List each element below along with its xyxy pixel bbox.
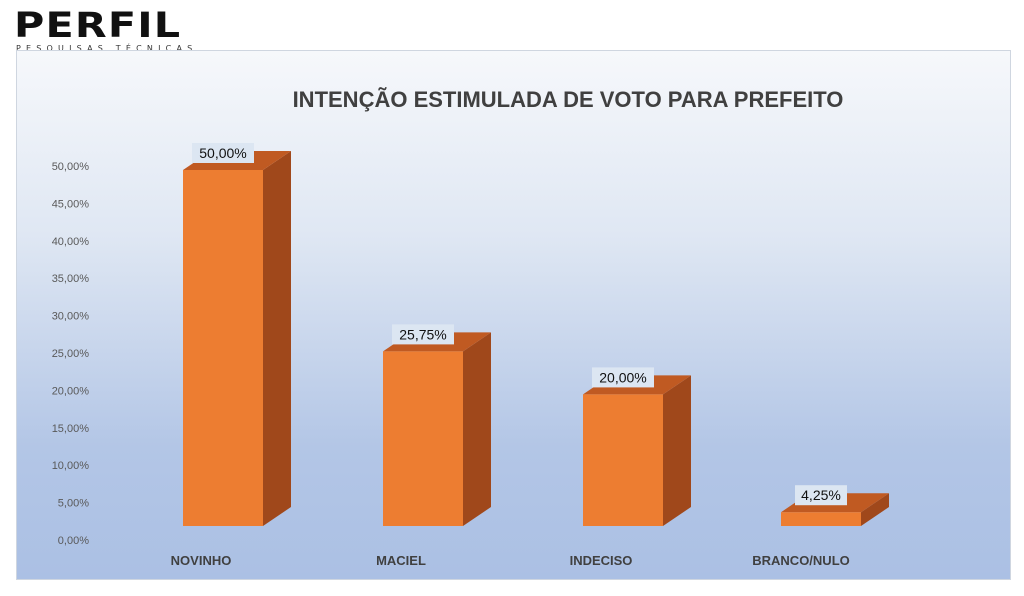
bar-front <box>583 394 663 526</box>
y-tick-label: 40,00% <box>52 236 90 248</box>
y-tick-label: 20,00% <box>52 385 90 397</box>
bar-side <box>663 375 691 526</box>
data-label-box <box>795 485 847 506</box>
bar-front <box>781 512 861 526</box>
y-tick-label: 15,00% <box>52 423 90 435</box>
data-label: 4,25% <box>801 487 841 503</box>
bar: 25,75% <box>383 324 491 526</box>
category-label: BRANCO/NULO <box>752 553 850 568</box>
bar: 20,00% <box>583 367 691 526</box>
y-tick-label: 30,00% <box>52 311 90 323</box>
y-tick-label: 35,00% <box>52 273 90 285</box>
y-tick-label: 45,00% <box>52 198 90 210</box>
bar-side <box>463 332 491 526</box>
bar: 4,25% <box>781 485 889 526</box>
y-tick-label: 10,00% <box>52 460 90 472</box>
data-label-box <box>592 367 654 388</box>
chart-title: INTENÇÃO ESTIMULADA DE VOTO PARA PREFEIT… <box>293 87 844 112</box>
y-tick-label: 5,00% <box>58 498 89 510</box>
perfil-logo: PERFIL PESQUISAS TÉCNICAS <box>14 6 224 53</box>
logo-wordmark: PERFIL <box>14 6 182 46</box>
bar: 50,00% <box>183 143 291 526</box>
data-label: 20,00% <box>599 369 646 385</box>
category-label: INDECISO <box>570 553 633 568</box>
bar-side <box>263 151 291 526</box>
y-tick-label: 0,00% <box>58 535 89 547</box>
bar-front <box>383 351 463 526</box>
data-label: 25,75% <box>399 326 446 342</box>
bar-front <box>183 170 263 526</box>
category-label: NOVINHO <box>171 553 232 568</box>
data-label-box <box>392 324 454 345</box>
data-label: 50,00% <box>199 145 246 161</box>
data-label-box <box>192 143 254 163</box>
y-tick-label: 25,00% <box>52 348 90 360</box>
category-label: MACIEL <box>376 553 426 568</box>
bar-side <box>861 493 889 526</box>
logo-tagline: PESQUISAS TÉCNICAS <box>16 44 198 53</box>
y-tick-label: 50,00% <box>52 161 90 173</box>
